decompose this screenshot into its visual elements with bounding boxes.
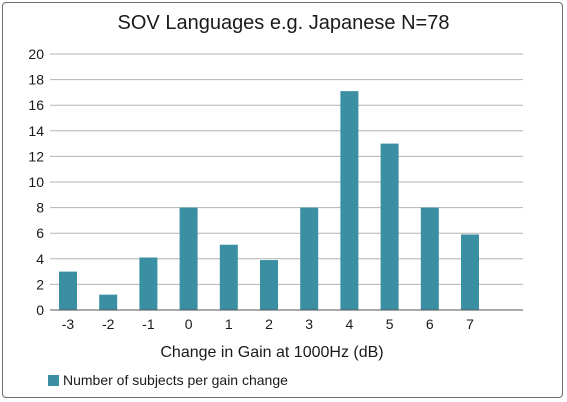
y-tick-label: 12	[28, 148, 44, 164]
y-tick-label: 0	[36, 302, 44, 318]
x-tick-label: -2	[102, 316, 115, 332]
y-tick-label: 10	[28, 174, 44, 190]
gridlines	[50, 53, 523, 285]
bar--1	[139, 257, 158, 310]
x-tick-label: 5	[386, 316, 394, 332]
bar--3	[59, 271, 77, 310]
y-tick-label: 4	[36, 251, 44, 267]
y-tick-label: 16	[28, 97, 44, 113]
x-tick-label: 0	[185, 316, 193, 332]
bars	[59, 91, 479, 311]
chart-frame	[2, 2, 563, 398]
x-tick-label: -3	[62, 316, 75, 332]
bar-5	[380, 143, 399, 310]
y-tick-label: 2	[36, 276, 44, 292]
y-tick-label: 8	[36, 200, 44, 216]
x-axis-ticks: -3 -2 -1 0 1 2 3 4 5 6 7	[62, 316, 474, 332]
legend-swatch	[48, 374, 59, 386]
x-tick-label: -1	[142, 316, 155, 332]
x-tick-label: 1	[225, 316, 233, 332]
bar--2	[99, 294, 118, 310]
x-tick-label: 6	[426, 316, 434, 332]
bar-2	[260, 260, 278, 310]
y-axis-ticks: 0 2 4 6 8 10 12 14 16 18 20	[28, 46, 44, 318]
bar-1	[219, 244, 238, 310]
bar-0	[179, 207, 198, 310]
bar-7	[461, 234, 479, 310]
y-tick-label: 20	[28, 46, 44, 62]
bar-4	[340, 91, 359, 311]
chart-title: SOV Languages e.g. Japanese N=78	[117, 12, 450, 34]
y-tick-label: 14	[28, 123, 44, 139]
x-tick-label: 4	[346, 316, 354, 332]
y-tick-label: 18	[28, 72, 44, 88]
legend-label: Number of subjects per gain change	[63, 372, 288, 388]
x-tick-label: 7	[466, 316, 474, 332]
x-tick-label: 2	[265, 316, 273, 332]
x-axis-label: Change in Gain at 1000Hz (dB)	[160, 344, 383, 361]
bar-3	[300, 207, 319, 310]
x-tick-label: 3	[305, 316, 313, 332]
legend: Number of subjects per gain change	[48, 372, 288, 388]
y-tick-label: 6	[36, 225, 44, 241]
bar-6	[420, 207, 439, 310]
